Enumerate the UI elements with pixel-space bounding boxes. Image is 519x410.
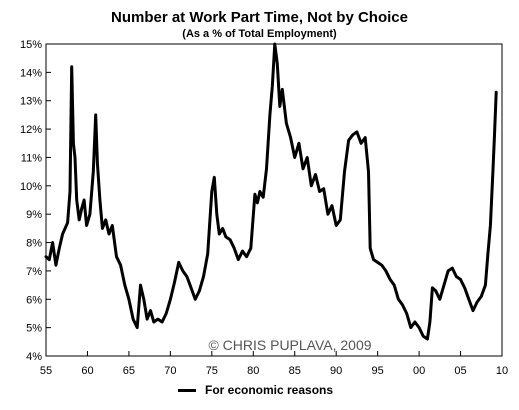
x-tick-label: 10 (496, 365, 508, 377)
y-tick-label: 13% (20, 96, 42, 108)
legend-swatch (178, 388, 196, 392)
y-tick-label: 4% (26, 351, 42, 363)
x-tick-label: 00 (413, 365, 425, 377)
x-tick-label: 90 (330, 365, 342, 377)
y-tick-label: 11% (21, 152, 42, 164)
x-tick-label: 80 (247, 365, 259, 377)
plot-frame (45, 43, 503, 357)
x-tick-label: 75 (206, 365, 218, 377)
chart-subtitle: (As a % of Total Employment) (182, 28, 337, 40)
y-tick-label: 7% (26, 266, 42, 278)
y-tick-label: 15% (20, 39, 42, 51)
x-tick-label: 55 (40, 365, 52, 377)
y-tick-label: 14% (20, 67, 42, 79)
y-tick-label: 9% (26, 209, 42, 221)
x-tick-label: 95 (372, 365, 384, 377)
x-tick-label: 60 (81, 365, 93, 377)
series-line (44, 42, 498, 341)
x-tick-label: 70 (164, 365, 176, 377)
y-tick-label: 10% (20, 181, 42, 193)
legend: For economic reasons (178, 383, 333, 397)
x-tick-label: 05 (454, 365, 466, 377)
legend-label: For economic reasons (205, 383, 334, 397)
watermark: © CHRIS PUPLAVA, 2009 (208, 337, 371, 353)
y-tick-label: 8% (26, 238, 42, 250)
y-tick-label: 6% (26, 294, 42, 306)
chart-title: Number at Work Part Time, Not by Choice (110, 9, 408, 26)
x-tick-label: 65 (123, 365, 135, 377)
y-tick-label: 5% (26, 323, 42, 335)
x-tick-label: 85 (289, 365, 301, 377)
y-tick-label: 12% (20, 124, 42, 136)
